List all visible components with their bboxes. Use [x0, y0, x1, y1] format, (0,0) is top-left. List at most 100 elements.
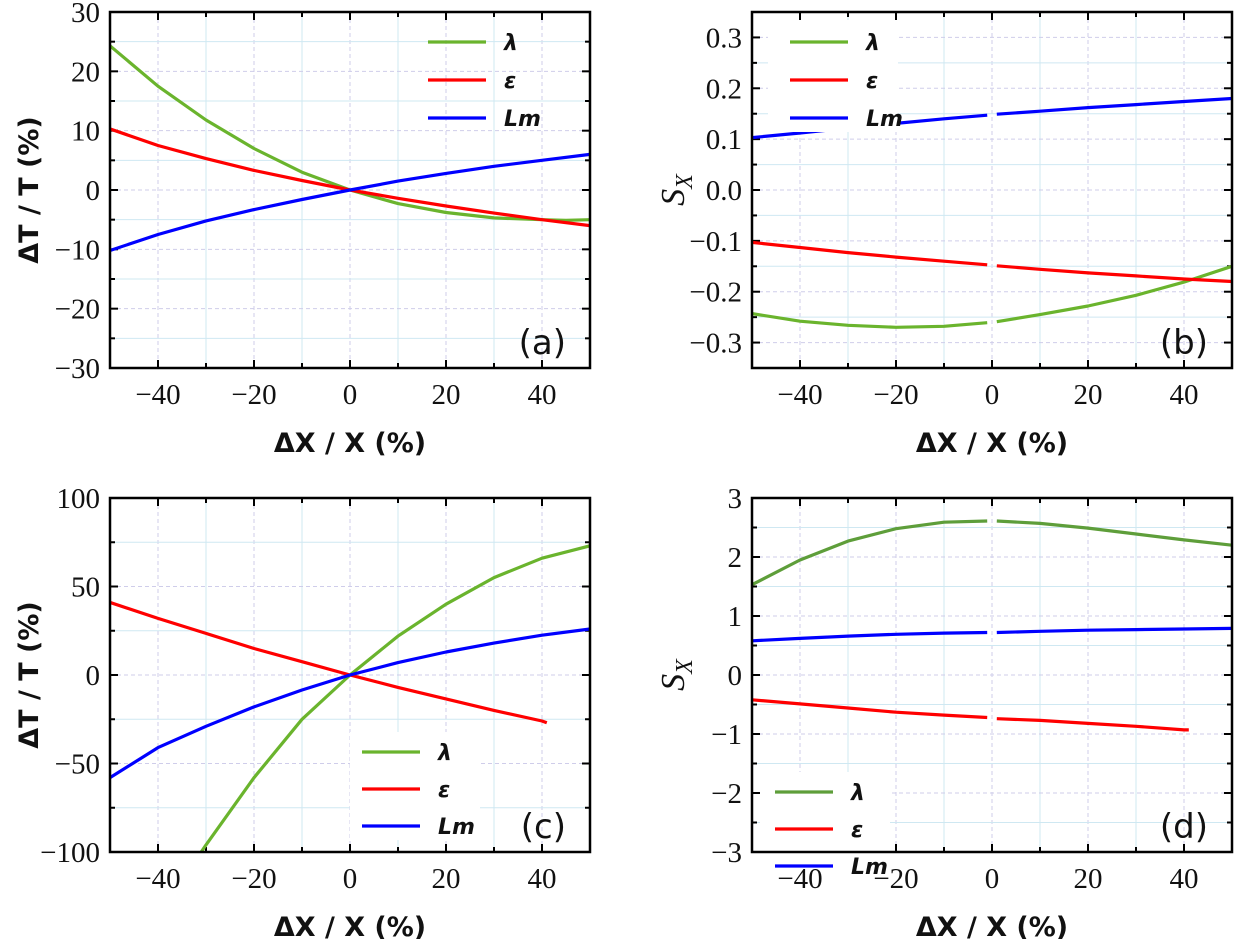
y-tick-label: −100 — [40, 837, 100, 869]
y-tick-label: 1 — [728, 601, 743, 633]
x-tick-label: 20 — [1074, 863, 1103, 895]
series-line-lambda — [199, 544, 590, 852]
series-line-lambda — [752, 519, 1232, 587]
series-line-epsilon — [752, 698, 1189, 732]
x-tick-label: 0 — [343, 863, 358, 895]
y-tick-label: 100 — [57, 483, 101, 515]
y-tick-label: −3 — [711, 837, 742, 869]
y-tick-label: −20 — [55, 294, 100, 326]
x-tick-label: 0 — [985, 863, 1000, 895]
x-tick-label: 20 — [432, 863, 461, 895]
panel-label: (b) — [1160, 323, 1208, 363]
y-tick-label: 0 — [86, 660, 101, 692]
series-line-lm — [110, 627, 590, 780]
y-axis-label-main: S — [655, 189, 692, 206]
x-tick-label: 20 — [432, 379, 461, 411]
legend-background — [760, 772, 890, 882]
panel-d: λε Lm −40 −20 0 20 40 −3 −2 −1 0 1 2 3 ΔX / X (%) SX (d) — [655, 483, 1234, 939]
legend-label: λ — [503, 31, 518, 56]
legend-label: ε — [866, 69, 878, 94]
y-tick-label: 10 — [71, 116, 100, 148]
y-axis-label: ΔT / T (%) — [14, 601, 45, 749]
x-tick-label: 40 — [528, 863, 557, 895]
y-tick-label: 20 — [71, 56, 100, 88]
y-axis-label: ΔT / T (%) — [14, 116, 45, 264]
x-tick-label: −40 — [777, 379, 822, 411]
x-tick-label: 40 — [1170, 863, 1199, 895]
series-line-lm — [110, 152, 590, 253]
x-tick-label: 40 — [1170, 379, 1199, 411]
legend-background — [768, 20, 898, 132]
y-axis-label-subscript: X — [672, 658, 698, 675]
x-tick-label: −20 — [873, 863, 918, 895]
y-tick-label: −10 — [55, 234, 100, 266]
y-tick-label: 0.0 — [706, 175, 742, 207]
y-axis-label-subscript: X — [672, 173, 698, 190]
y-tick-label: 3 — [728, 483, 743, 515]
legend-label: Lm — [866, 107, 903, 132]
x-tick-label: −40 — [777, 863, 822, 895]
y-tick-label: −50 — [55, 749, 100, 781]
x-tick-label: 0 — [343, 379, 358, 411]
y-tick-label: 0 — [728, 660, 743, 692]
legend-label: Lm — [438, 815, 475, 840]
plot-frame — [750, 10, 1234, 370]
panel-label: (d) — [1160, 807, 1208, 847]
x-tick-label: −20 — [873, 379, 918, 411]
y-tick-label: −0.3 — [689, 328, 742, 360]
legend: λε Lm — [768, 20, 903, 132]
y-tick-label: 50 — [71, 572, 100, 604]
plot-frame — [108, 496, 592, 854]
legend-label: λ — [437, 741, 452, 766]
x-axis-label: ΔX / X (%) — [274, 912, 426, 939]
y-axis-label: SX — [655, 173, 698, 206]
legend: λε Lm — [760, 772, 890, 882]
series-line-lambda — [752, 264, 1232, 329]
y-tick-label: 0.1 — [706, 124, 742, 156]
series-line-epsilon — [752, 240, 1232, 284]
y-tick-label: 0 — [86, 175, 101, 207]
legend-label: ε — [504, 69, 516, 94]
y-tick-label: −0.1 — [689, 226, 742, 258]
panel-b: λε Lm −40 −20 0 20 40 −0.3 −0.2 −0.1 0.0 0.1 0.2 0.3 Δ… — [655, 10, 1234, 459]
y-tick-label: −2 — [711, 778, 742, 810]
y-tick-label: 0.3 — [706, 22, 742, 54]
panel-label: (a) — [519, 323, 566, 363]
legend-label: ε — [851, 818, 863, 843]
panel-c: λε Lm −40 −20 0 20 40 −100 −50 0 50 100 ΔX / X (%) ΔT… — [14, 483, 592, 939]
x-tick-label: 20 — [1074, 379, 1103, 411]
legend-label: Lm — [504, 107, 541, 132]
x-tick-label: 40 — [528, 379, 557, 411]
x-tick-label: −20 — [231, 863, 276, 895]
x-tick-label: 0 — [985, 379, 1000, 411]
y-tick-label: −30 — [55, 353, 100, 385]
legend-label: λ — [865, 31, 880, 56]
y-tick-label: −1 — [711, 719, 742, 751]
series-line-epsilon — [110, 600, 548, 725]
plot-frame — [108, 10, 592, 370]
legend-label: Lm — [851, 855, 888, 880]
panel-label: (c) — [521, 807, 566, 847]
y-tick-label: 2 — [728, 542, 743, 574]
legend-label: λ — [850, 781, 865, 806]
x-tick-label: −40 — [135, 379, 180, 411]
series-line-lm — [752, 626, 1232, 643]
legend-background — [350, 732, 480, 840]
y-tick-label: 0.2 — [706, 73, 742, 105]
x-axis-label: ΔX / X (%) — [916, 428, 1068, 459]
legend-label: ε — [438, 778, 450, 803]
legend: λε Lm — [350, 732, 480, 840]
y-axis-label: SX — [655, 658, 698, 691]
x-tick-label: −40 — [135, 863, 180, 895]
x-axis-label: ΔX / X (%) — [274, 428, 426, 459]
x-axis-label: ΔX / X (%) — [916, 912, 1068, 939]
x-tick-label: −20 — [231, 379, 276, 411]
grid — [752, 498, 1232, 852]
y-tick-label: 30 — [71, 0, 100, 29]
y-tick-label: −0.2 — [689, 277, 742, 309]
plot-frame — [750, 496, 1234, 854]
y-axis-label-main: S — [655, 674, 692, 691]
legend: λε Lm — [428, 31, 541, 132]
